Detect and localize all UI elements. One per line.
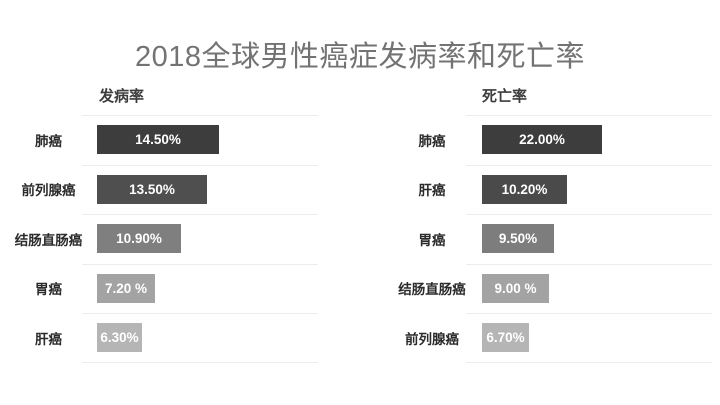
category-label: 肺癌	[418, 133, 446, 149]
chart-row: 前列腺癌 13.50%	[0, 164, 360, 215]
category-label: 肺癌	[35, 133, 62, 149]
category-label: 结肠直肠癌	[398, 282, 466, 298]
value-bar: 10.20%	[482, 174, 567, 204]
category-label: 胃癌	[35, 282, 62, 298]
chart-row: 肺癌 22.00%	[360, 115, 720, 165]
incidence-chart: 发病率 肺癌 14.50% 前列腺癌 13.50% 结肠直肠癌 10.90% 胃癌 7.20 …	[0, 85, 360, 377]
page-title: 2018全球男性癌症发病率和死亡率	[134, 41, 585, 73]
category-label: 前列腺癌	[405, 331, 459, 347]
chart-row: 结肠直肠癌 10.90%	[0, 214, 360, 264]
mortality-chart: 死亡率 肺癌 22.00% 肝癌 10.20% 胃癌 9.50% 结肠直肠癌 9.00 % 前列…	[360, 85, 720, 377]
category-label: 肝癌	[35, 331, 62, 347]
category-label: 胃癌	[418, 232, 446, 248]
category-label: 肝癌	[418, 183, 446, 199]
category-label: 前列腺癌	[21, 183, 76, 199]
value-bar: 22.00%	[482, 125, 602, 155]
value-bar: 6.70%	[482, 323, 529, 353]
chart-row: 胃癌 7.20 %	[0, 263, 360, 314]
incidence-chart-rows: 肺癌 14.50% 前列腺癌 13.50% 结肠直肠癌 10.90% 胃癌 7.20 % 肝癌 6…	[0, 115, 360, 363]
chart-row: 肝癌 6.30%	[0, 313, 360, 363]
value-bar: 6.30%	[97, 323, 142, 353]
chart-row: 结肠直肠癌 9.00 %	[360, 263, 720, 314]
chart-row: 胃癌 9.50%	[360, 214, 720, 264]
value-bar: 13.50%	[97, 174, 207, 204]
value-bar: 9.00 %	[482, 273, 549, 303]
value-bar: 10.90%	[97, 224, 181, 254]
chart-row: 前列腺癌 6.70%	[360, 313, 720, 363]
value-bar: 7.20 %	[97, 273, 155, 303]
category-label: 结肠直肠癌	[14, 232, 83, 248]
incidence-chart-title: 发病率	[99, 88, 145, 105]
value-bar: 14.50%	[97, 125, 219, 155]
chart-row: 肺癌 14.50%	[0, 115, 360, 165]
value-bar: 9.50%	[482, 224, 554, 254]
mortality-chart-rows: 肺癌 22.00% 肝癌 10.20% 胃癌 9.50% 结肠直肠癌 9.00 % 前列腺癌 6.…	[360, 115, 720, 363]
chart-row: 肝癌 10.20%	[360, 164, 720, 215]
mortality-chart-title: 死亡率	[482, 88, 528, 105]
